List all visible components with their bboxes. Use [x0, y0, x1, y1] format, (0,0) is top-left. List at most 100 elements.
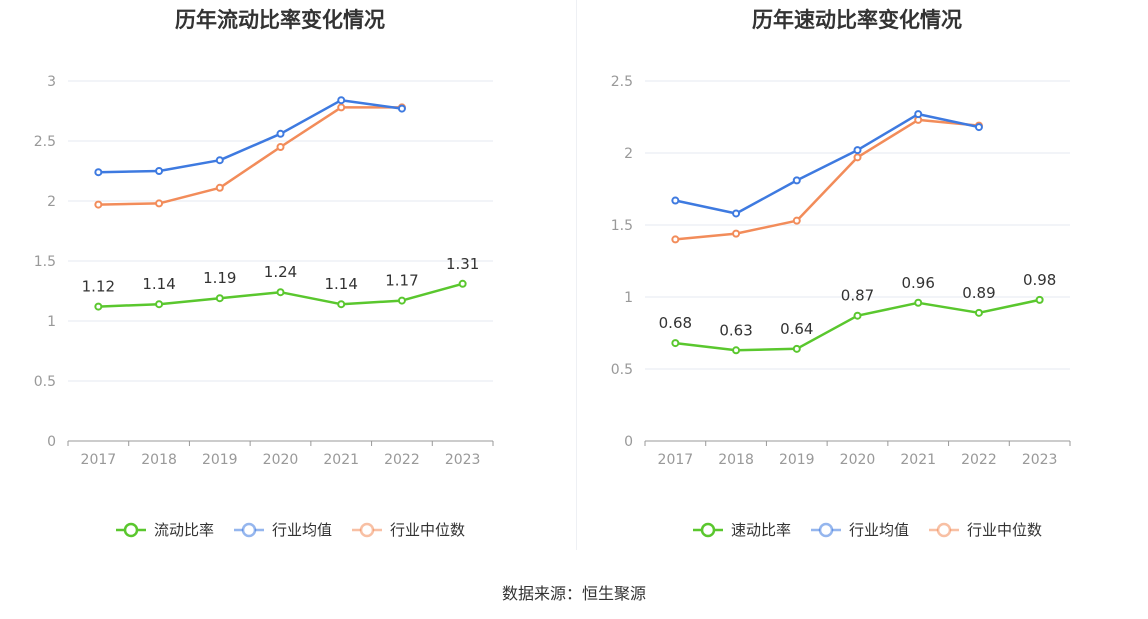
x-tick-label: 2017 [81, 452, 117, 468]
y-tick-label: 0 [624, 434, 633, 450]
legend-label: 流动比率 [154, 521, 214, 539]
data-label: 1.12 [82, 278, 115, 296]
data-point [914, 110, 923, 119]
x-tick-label: 2020 [840, 452, 876, 468]
data-point [853, 153, 862, 162]
data-point [276, 288, 285, 297]
x-tick-label: 2022 [384, 452, 420, 468]
x-tick-label: 2021 [900, 452, 936, 468]
y-tick-label: 2 [624, 146, 633, 162]
data-point [155, 300, 164, 309]
data-point [732, 229, 741, 238]
data-label: 0.68 [659, 314, 692, 332]
data-point [215, 183, 224, 192]
data-label: 1.31 [446, 255, 479, 273]
legend-label: 速动比率 [731, 521, 791, 539]
legend-marker [123, 522, 139, 538]
data-point [671, 235, 680, 244]
panel-divider [576, 0, 577, 550]
data-point [337, 300, 346, 309]
x-tick-label: 2023 [1022, 452, 1058, 468]
data-source: 数据来源：恒生聚源 [501, 584, 646, 603]
series-line-2 [675, 118, 980, 241]
data-point [94, 168, 103, 177]
x-tick-label: 2019 [779, 452, 815, 468]
data-point [397, 296, 406, 305]
data-point [792, 344, 801, 353]
x-tick-label: 2017 [658, 452, 694, 468]
data-label: 0.96 [902, 274, 935, 292]
data-point [792, 216, 801, 225]
x-tick-label: 2022 [961, 452, 997, 468]
legend-item-2: 行业中位数 [352, 521, 465, 539]
legend-label: 行业均值 [272, 521, 332, 539]
data-point [853, 146, 862, 155]
data-point [94, 200, 103, 209]
y-tick-label: 0.5 [34, 374, 56, 390]
series-line-1 [675, 112, 980, 215]
data-label: 1.24 [264, 263, 297, 281]
chart-title: 历年速动比率变化情况 [752, 8, 962, 32]
data-point [792, 176, 801, 185]
data-point [914, 298, 923, 307]
data-point [276, 143, 285, 151]
data-label: 0.89 [962, 284, 995, 302]
data-point [215, 294, 224, 303]
y-tick-label: 0.5 [611, 362, 633, 378]
data-point [671, 339, 680, 348]
data-label: 1.14 [142, 275, 175, 293]
y-tick-label: 1 [47, 314, 56, 330]
legend-item-0: 速动比率 [693, 521, 791, 539]
data-label: 0.87 [841, 287, 874, 305]
data-label: 1.19 [203, 269, 236, 287]
quick-ratio-plot: 0 0.5 1 1.5 2 2.5 2017 2018 2019 2020 2021 2022 2023… [611, 74, 1071, 539]
data-point [974, 308, 983, 317]
data-point [853, 311, 862, 320]
data-label: 1.17 [385, 272, 418, 290]
legend-label: 行业均值 [849, 521, 909, 539]
data-point [1035, 295, 1044, 304]
legend-marker [700, 522, 716, 538]
current-ratio-chart: 历年流动比率变化情况 0 0.5 1 1.5 2 2.5 3 2017 2018 2019 2020… [0, 0, 574, 560]
data-point [732, 346, 741, 355]
x-tick-label: 2019 [202, 452, 238, 468]
current-ratio-plot: 0 0.5 1 1.5 2 2.5 3 2017 2018 2019 2020 2021 2022 202… [34, 74, 494, 539]
y-tick-label: 3 [47, 74, 56, 90]
legend-marker [359, 522, 375, 538]
chart-title: 历年流动比率变化情况 [175, 8, 385, 32]
legend-marker [241, 522, 257, 538]
data-point [276, 129, 285, 138]
data-label: 0.64 [780, 320, 813, 338]
data-label: 0.98 [1023, 271, 1056, 289]
data-point [155, 167, 164, 175]
x-tick-label: 2021 [323, 452, 359, 468]
x-tick-label: 2020 [263, 452, 299, 468]
data-point [974, 123, 983, 132]
data-point [94, 302, 103, 311]
legend-item-1: 行业均值 [234, 521, 332, 539]
y-tick-label: 1.5 [34, 254, 56, 270]
legend-item-0: 流动比率 [116, 521, 214, 539]
series-line-2 [98, 106, 402, 206]
x-tick-label: 2018 [718, 452, 754, 468]
series-line-1 [98, 98, 403, 174]
y-tick-label: 2.5 [34, 134, 56, 150]
legend-marker [936, 522, 952, 538]
legend-item-1: 行业均值 [811, 521, 909, 539]
x-tick-label: 2018 [141, 452, 177, 468]
x-tick-label: 2023 [445, 452, 481, 468]
data-label: 1.14 [325, 275, 358, 293]
legend-marker [818, 522, 834, 538]
legend-label: 行业中位数 [967, 521, 1042, 539]
data-point [215, 156, 224, 165]
data-point [337, 96, 346, 105]
y-tick-label: 2 [47, 194, 56, 210]
legend-label: 行业中位数 [390, 521, 465, 539]
data-point [397, 104, 406, 113]
y-tick-label: 0 [47, 434, 56, 450]
y-tick-label: 2.5 [611, 74, 633, 90]
data-point [155, 199, 164, 208]
data-point [458, 279, 467, 288]
data-point [671, 196, 680, 205]
legend-item-2: 行业中位数 [929, 521, 1042, 539]
